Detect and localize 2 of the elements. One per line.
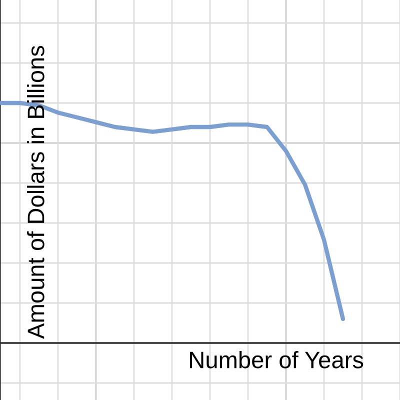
y-axis-title: Amount of Dollars in Billions xyxy=(26,46,44,339)
x-axis-title: Number of Years xyxy=(190,350,364,368)
